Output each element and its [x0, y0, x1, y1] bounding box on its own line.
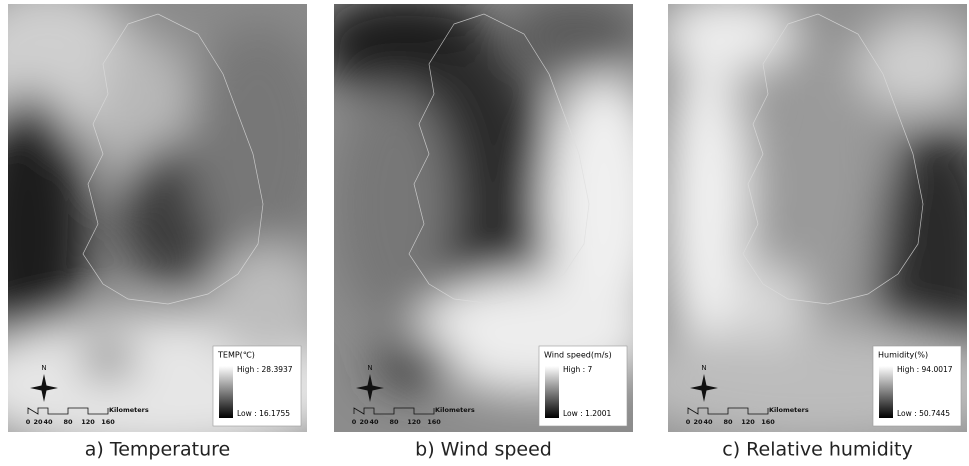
north-label: N — [41, 364, 46, 372]
scale-label: 160 — [427, 418, 441, 426]
scale-label: 0 — [686, 418, 691, 426]
legend-high: High : 94.0017 — [897, 365, 953, 374]
map-panel — [334, 4, 633, 432]
north-arrow — [30, 374, 58, 402]
north-label: N — [701, 364, 706, 372]
scale-label: 160 — [101, 418, 115, 426]
north-arrow — [356, 374, 384, 402]
boundary-outline — [742, 13, 924, 305]
scale-bar — [687, 407, 769, 415]
scale-label: 160 — [761, 418, 775, 426]
scale-label: 20 — [693, 418, 703, 426]
scale-label: 80 — [723, 418, 733, 426]
scale-bar — [353, 407, 435, 415]
scale-bar — [27, 407, 109, 415]
legend-low: Low : 16.1755 — [237, 409, 290, 418]
scale-unit: Kilometers — [109, 406, 149, 414]
caption: b) Wind speed — [415, 439, 552, 461]
scale-label: 0 — [26, 418, 31, 426]
scale-label: 40 — [369, 418, 379, 426]
scale-label: 120 — [741, 418, 755, 426]
scale-unit: Kilometers — [435, 406, 475, 414]
scale-label: 40 — [43, 418, 53, 426]
scale-label: 120 — [407, 418, 421, 426]
map-panel — [8, 4, 307, 432]
legend-high: High : 7 — [563, 365, 593, 374]
caption: a) Temperature — [85, 439, 230, 461]
legend-ramp — [545, 366, 559, 418]
map-panel — [668, 4, 967, 432]
scale-label: 80 — [63, 418, 73, 426]
boundary-outline — [408, 13, 590, 305]
north-label: N — [367, 364, 372, 372]
legend-title: TEMP(℃) — [217, 351, 255, 360]
boundary-outline — [82, 13, 264, 305]
scale-label: 120 — [81, 418, 95, 426]
scale-label: 40 — [703, 418, 713, 426]
scale-label: 20 — [359, 418, 369, 426]
legend-ramp — [219, 366, 233, 418]
scale-unit: Kilometers — [769, 406, 809, 414]
legend-low: Low : 50.7445 — [897, 409, 950, 418]
legend-title: Wind speed(m/s) — [544, 351, 612, 360]
legend-title: Humidity(%) — [878, 351, 928, 360]
scale-label: 0 — [352, 418, 357, 426]
caption: c) Relative humidity — [722, 439, 912, 461]
scale-label: 20 — [33, 418, 43, 426]
scale-label: 80 — [389, 418, 399, 426]
legend-ramp — [879, 366, 893, 418]
north-arrow — [690, 374, 718, 402]
legend-high: High : 28.3937 — [237, 365, 293, 374]
legend-low: Low : 1.2001 — [563, 409, 612, 418]
